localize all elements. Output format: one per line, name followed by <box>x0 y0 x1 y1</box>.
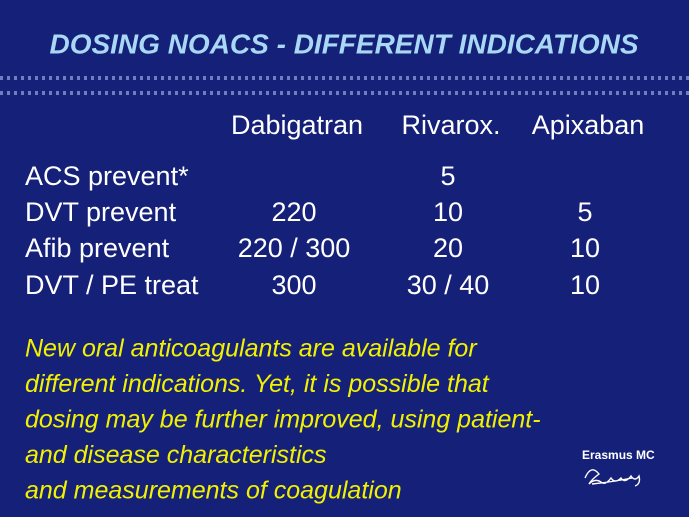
table-cell: 220 / 300 <box>238 233 351 263</box>
column-header: Rivarox. <box>401 110 500 140</box>
column-header: Dabigatran <box>231 110 363 140</box>
table-cell: 30 / 40 <box>407 270 490 300</box>
table-cell: 300 <box>271 270 316 300</box>
note-line: different indications. Yet, it is possib… <box>25 370 490 398</box>
table-cell: 10 <box>433 197 463 227</box>
slide-title: DOSING NOACS - DIFFERENT INDICATIONS <box>49 28 638 59</box>
logo: Erasmus MC <box>582 448 655 487</box>
table-cell: 10 <box>570 270 600 300</box>
logo-signature <box>584 469 641 487</box>
row-label: Afib prevent <box>25 233 170 263</box>
row-label: DVT prevent <box>25 197 177 227</box>
note-line: and measurements of coagulation <box>25 477 402 505</box>
column-header: Apixaban <box>532 110 645 140</box>
note-line: New oral anticoagulants are available fo… <box>25 335 478 363</box>
table-cell: 10 <box>570 233 600 263</box>
table-cell: 220 <box>271 197 316 227</box>
note-line: dosing may be further improved, using pa… <box>25 406 541 434</box>
logo-text: Erasmus MC <box>582 448 655 462</box>
note-line: and disease characteristics <box>25 441 327 469</box>
table-cell: 5 <box>577 197 592 227</box>
row-label: ACS prevent* <box>25 161 189 191</box>
table-cell: 20 <box>433 233 463 263</box>
row-label: DVT / PE treat <box>25 270 199 300</box>
content: Dabigatran Rivarox. Apixaban ACS prevent* 5 D… <box>25 110 644 504</box>
table-cell: 5 <box>440 161 455 191</box>
